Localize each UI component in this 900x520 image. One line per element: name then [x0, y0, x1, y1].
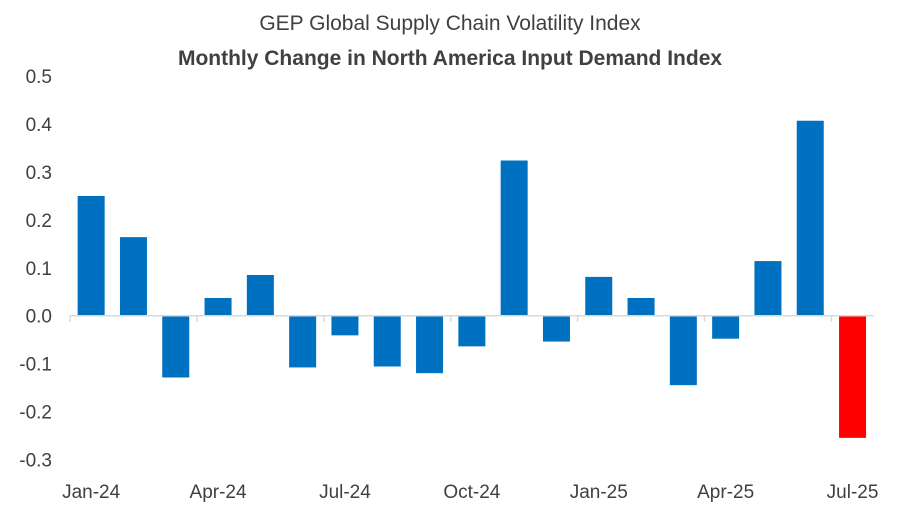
bar-Jan-25: [585, 276, 613, 316]
bar-Feb-24: [119, 237, 147, 316]
bar-Jul-24: [331, 315, 359, 336]
x-tick-label: Jan-25: [570, 482, 628, 503]
x-tick-label: Apr-25: [697, 482, 754, 503]
bar-Jan-24: [77, 195, 105, 316]
x-tick-label: Apr-24: [190, 482, 247, 503]
bar-May-24: [246, 274, 274, 316]
bar-Jun-24: [289, 315, 317, 368]
y-tick-label: 0.2: [26, 211, 52, 232]
bar-Dec-24: [542, 315, 570, 342]
bar-Jul-25: [839, 315, 867, 438]
x-tick-label: Jul-25: [827, 482, 879, 503]
bar-Mar-24: [162, 315, 190, 378]
chart-subtitle: Monthly Change in North America Input De…: [178, 47, 722, 70]
bar-Oct-24: [458, 315, 486, 347]
y-tick-label: -0.3: [19, 450, 52, 471]
bar-Apr-25: [712, 315, 740, 339]
x-tick-label: Oct-24: [443, 482, 500, 503]
bar-Feb-25: [627, 297, 655, 316]
y-tick-label: -0.2: [19, 403, 52, 424]
y-tick-label: 0.0: [26, 307, 52, 328]
x-tick-label: Jul-24: [319, 482, 371, 503]
bar-Sep-24: [416, 315, 444, 374]
y-tick-label: 0.4: [26, 115, 53, 136]
x-tick-label: Jan-24: [62, 482, 121, 503]
chart-title: GEP Global Supply Chain Volatility Index: [259, 12, 641, 35]
bar-Jun-25: [796, 120, 824, 316]
bar-Apr-24: [204, 297, 232, 316]
y-tick-label: -0.1: [19, 355, 52, 376]
bar-Mar-25: [669, 315, 697, 386]
bar-Aug-24: [373, 315, 401, 367]
y-tick-label: 0.3: [26, 163, 52, 184]
bar-May-25: [754, 261, 782, 316]
bar-Nov-24: [500, 160, 528, 316]
y-tick-label: 0.1: [26, 259, 52, 280]
y-tick-label: 0.5: [26, 67, 52, 88]
